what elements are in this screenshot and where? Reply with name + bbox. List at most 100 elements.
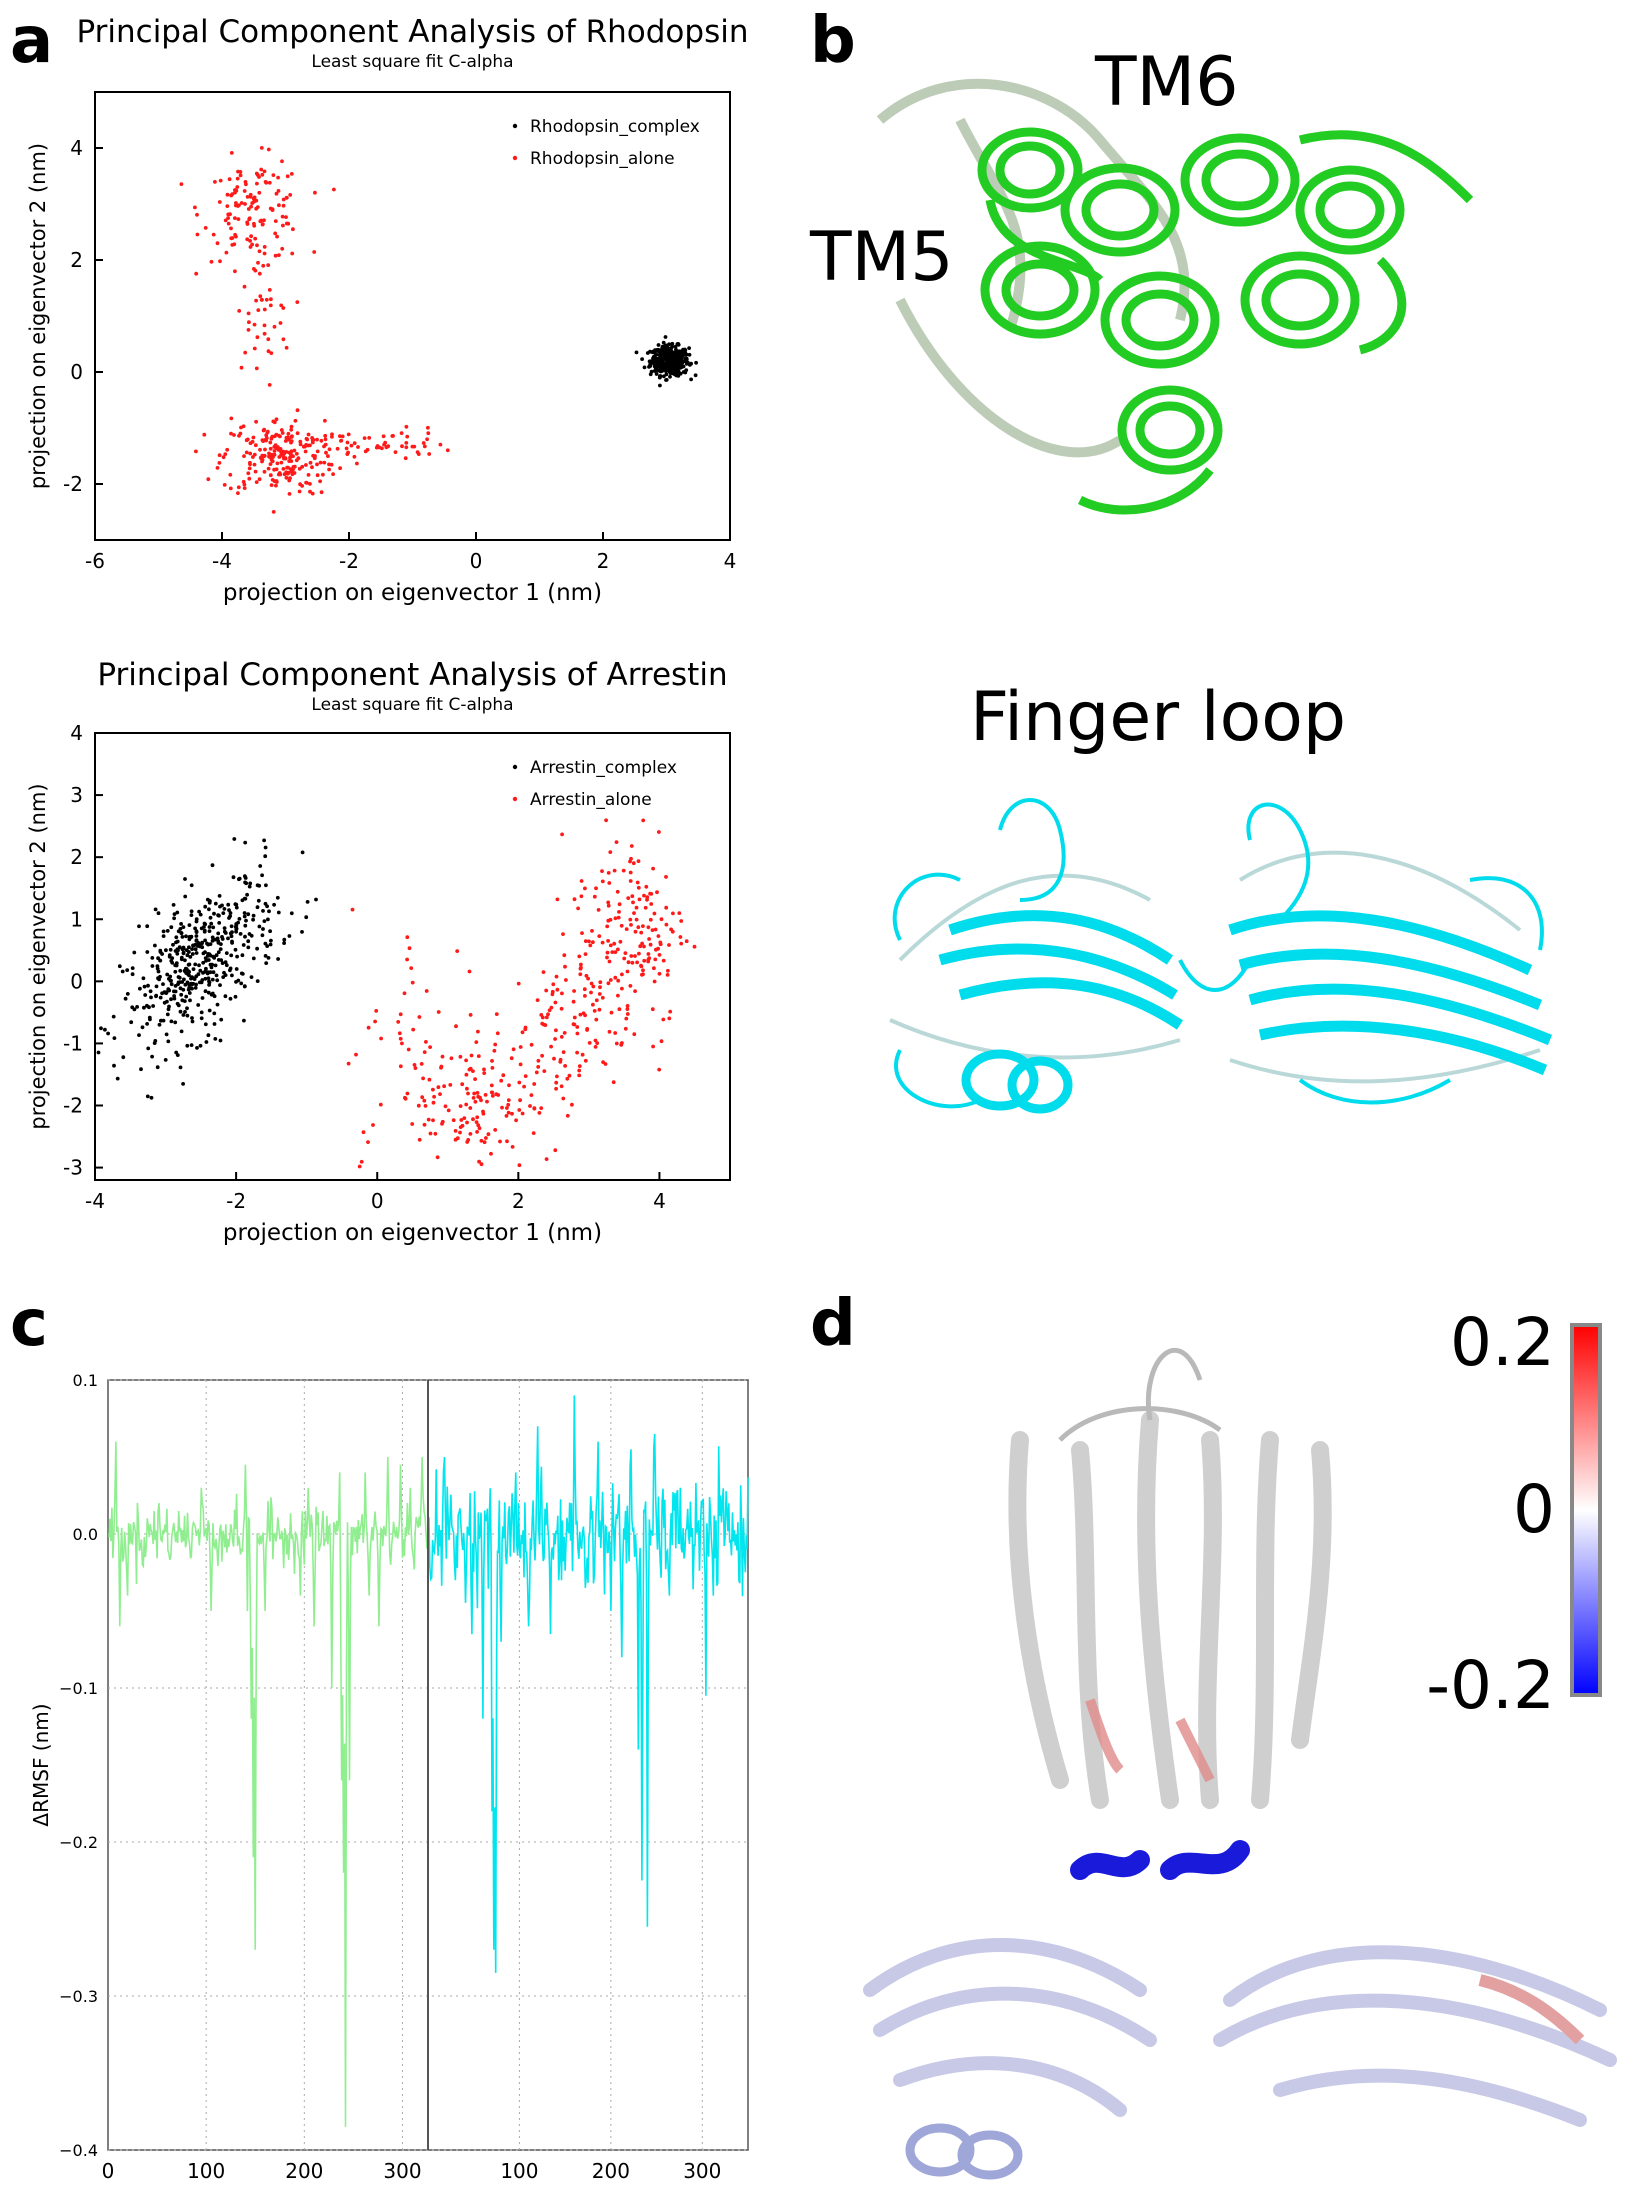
data-point (397, 1031, 402, 1036)
data-point (468, 1132, 473, 1136)
data-point (473, 1077, 477, 1081)
data-point (436, 1010, 441, 1014)
data-point (203, 969, 207, 974)
data-point (605, 950, 610, 955)
data-point (215, 466, 220, 470)
data-point (129, 1020, 134, 1025)
data-point (412, 1063, 417, 1067)
data-point (218, 1038, 223, 1043)
data-point (552, 1056, 556, 1061)
data-point (642, 893, 646, 898)
data-point (267, 451, 271, 456)
data-point (587, 1041, 592, 1045)
data-point (398, 1064, 403, 1069)
data-point (650, 928, 655, 932)
data-point (263, 954, 268, 958)
data-point (379, 1036, 383, 1041)
data-point (255, 173, 260, 177)
data-point (256, 898, 261, 903)
data-point (465, 1120, 469, 1125)
data-point (224, 250, 229, 255)
data-point (560, 832, 564, 837)
data-point (156, 956, 161, 961)
data-point (183, 894, 188, 899)
data-point (490, 1059, 494, 1063)
data-point (264, 883, 268, 888)
data-point (203, 904, 208, 909)
data-point (294, 451, 299, 456)
data-point (142, 984, 147, 989)
data-point (167, 1004, 171, 1009)
data-point (273, 253, 278, 258)
data-point (160, 952, 165, 956)
data-point (290, 472, 295, 477)
data-point (275, 461, 280, 466)
data-point (216, 913, 221, 918)
data-point (229, 431, 233, 436)
x-tick-label: 200 (592, 2159, 630, 2183)
data-point (402, 991, 407, 996)
data-point (234, 929, 239, 934)
data-point (652, 966, 656, 971)
data-point (575, 1050, 579, 1055)
data-point (633, 954, 637, 958)
data-point (237, 917, 242, 921)
data-point (206, 942, 211, 947)
x-tick-label: 4 (653, 1189, 666, 1213)
data-point (184, 934, 188, 939)
data-point (147, 1005, 151, 1010)
data-point (268, 929, 272, 934)
data-point (550, 989, 555, 994)
data-point (185, 1043, 190, 1048)
data-point (187, 982, 192, 987)
data-point (245, 892, 250, 897)
data-point (656, 934, 661, 938)
data-point (233, 994, 238, 999)
series-line-rhodopsin (108, 1441, 429, 2127)
data-point (517, 1080, 522, 1085)
data-point (207, 979, 211, 984)
data-point (630, 960, 635, 965)
data-point (541, 1022, 546, 1027)
data-point (276, 910, 281, 915)
data-point (310, 465, 314, 470)
data-point (304, 443, 308, 447)
data-point (260, 222, 265, 227)
data-point (633, 989, 637, 993)
data-point (553, 1148, 558, 1153)
data-point (161, 929, 166, 934)
data-point (229, 924, 234, 929)
data-point (367, 436, 372, 440)
data-point (465, 1140, 470, 1144)
data-point (266, 337, 271, 342)
data-point (258, 447, 262, 452)
data-point (529, 1042, 534, 1047)
data-point (150, 964, 155, 968)
data-point (204, 966, 208, 971)
data-point (629, 844, 634, 848)
data-point (236, 217, 241, 222)
y-tick-label: 4 (70, 136, 83, 160)
data-point (254, 206, 259, 211)
data-point (207, 952, 212, 957)
data-point (664, 922, 669, 927)
data-point (228, 472, 233, 477)
data-point (559, 1035, 564, 1039)
data-point (275, 895, 280, 900)
data-point (264, 297, 269, 302)
data-point (655, 890, 659, 895)
legend-label: Arrestin_alone (530, 790, 652, 810)
data-point (193, 205, 197, 210)
data-point (206, 990, 211, 995)
data-point (592, 1009, 597, 1013)
data-point (187, 973, 191, 978)
data-point (237, 876, 242, 881)
data-point (244, 450, 249, 455)
data-point (674, 350, 679, 355)
data-point (154, 994, 158, 999)
data-point (248, 881, 253, 886)
data-point (285, 465, 289, 470)
data-point (255, 979, 260, 983)
data-point (184, 967, 189, 971)
data-point (189, 909, 194, 914)
